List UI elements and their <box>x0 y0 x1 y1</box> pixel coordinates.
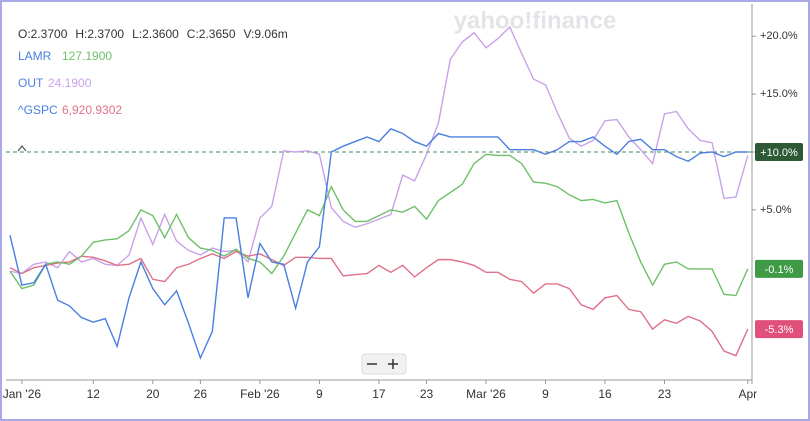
value-badge <box>755 320 803 339</box>
quote-item: C:2.3650 <box>187 27 236 41</box>
watermark: yahoo!finance <box>454 7 617 34</box>
x-tick-label: 26 <box>194 387 208 401</box>
x-tick-label: 17 <box>372 387 386 401</box>
x-tick-label: Jan '26 <box>3 387 42 401</box>
quote-item: L:2.3600 <box>132 27 179 41</box>
quote-item: H:2.3700 <box>75 27 124 41</box>
legend-price: 24.1900 <box>48 76 92 90</box>
value-badge <box>755 259 803 278</box>
collapse-icon[interactable] <box>17 145 27 152</box>
series-line <box>9 128 748 360</box>
series-line <box>9 250 749 357</box>
legend-name: ^GSPC <box>18 103 58 117</box>
value-badge <box>755 142 803 161</box>
x-tick-label: 20 <box>146 387 160 401</box>
y-tick-label: +20.0% <box>760 30 798 42</box>
y-tick-label: +5.0% <box>760 204 792 216</box>
x-tick-label: 12 <box>87 387 101 401</box>
x-tick-label: Apr <box>738 387 757 401</box>
x-tick-label: 9 <box>542 387 549 401</box>
quote-item: V:9.06m <box>244 27 288 41</box>
series-line <box>9 153 749 297</box>
value-label: -0.1% <box>765 264 794 276</box>
x-tick-label: 16 <box>598 387 612 401</box>
series-line <box>9 25 749 275</box>
x-tick-label: Mar '26 <box>466 387 506 401</box>
value-label: +10.0% <box>760 147 798 159</box>
quote-item: O:2.3700 <box>18 27 68 41</box>
y-tick-label: +15.0% <box>760 88 798 100</box>
legend-price: 127.1900 <box>62 49 112 63</box>
value-label: -5.3% <box>765 324 794 336</box>
zoom-box <box>361 353 407 375</box>
legend-name: OUT <box>18 76 44 90</box>
legend-name: LAMR <box>18 49 52 63</box>
x-tick-label: 9 <box>316 387 323 401</box>
x-tick-label: Feb '26 <box>240 387 280 401</box>
zoom-controls[interactable] <box>361 353 407 375</box>
legend-price: 6,920.9302 <box>62 103 122 117</box>
x-tick-label: 23 <box>658 387 672 401</box>
x-tick-label: 23 <box>420 387 434 401</box>
quote: O:2.3700 H:2.3700 L:2.3600 C:2.3650 V:9.06m <box>18 27 288 41</box>
